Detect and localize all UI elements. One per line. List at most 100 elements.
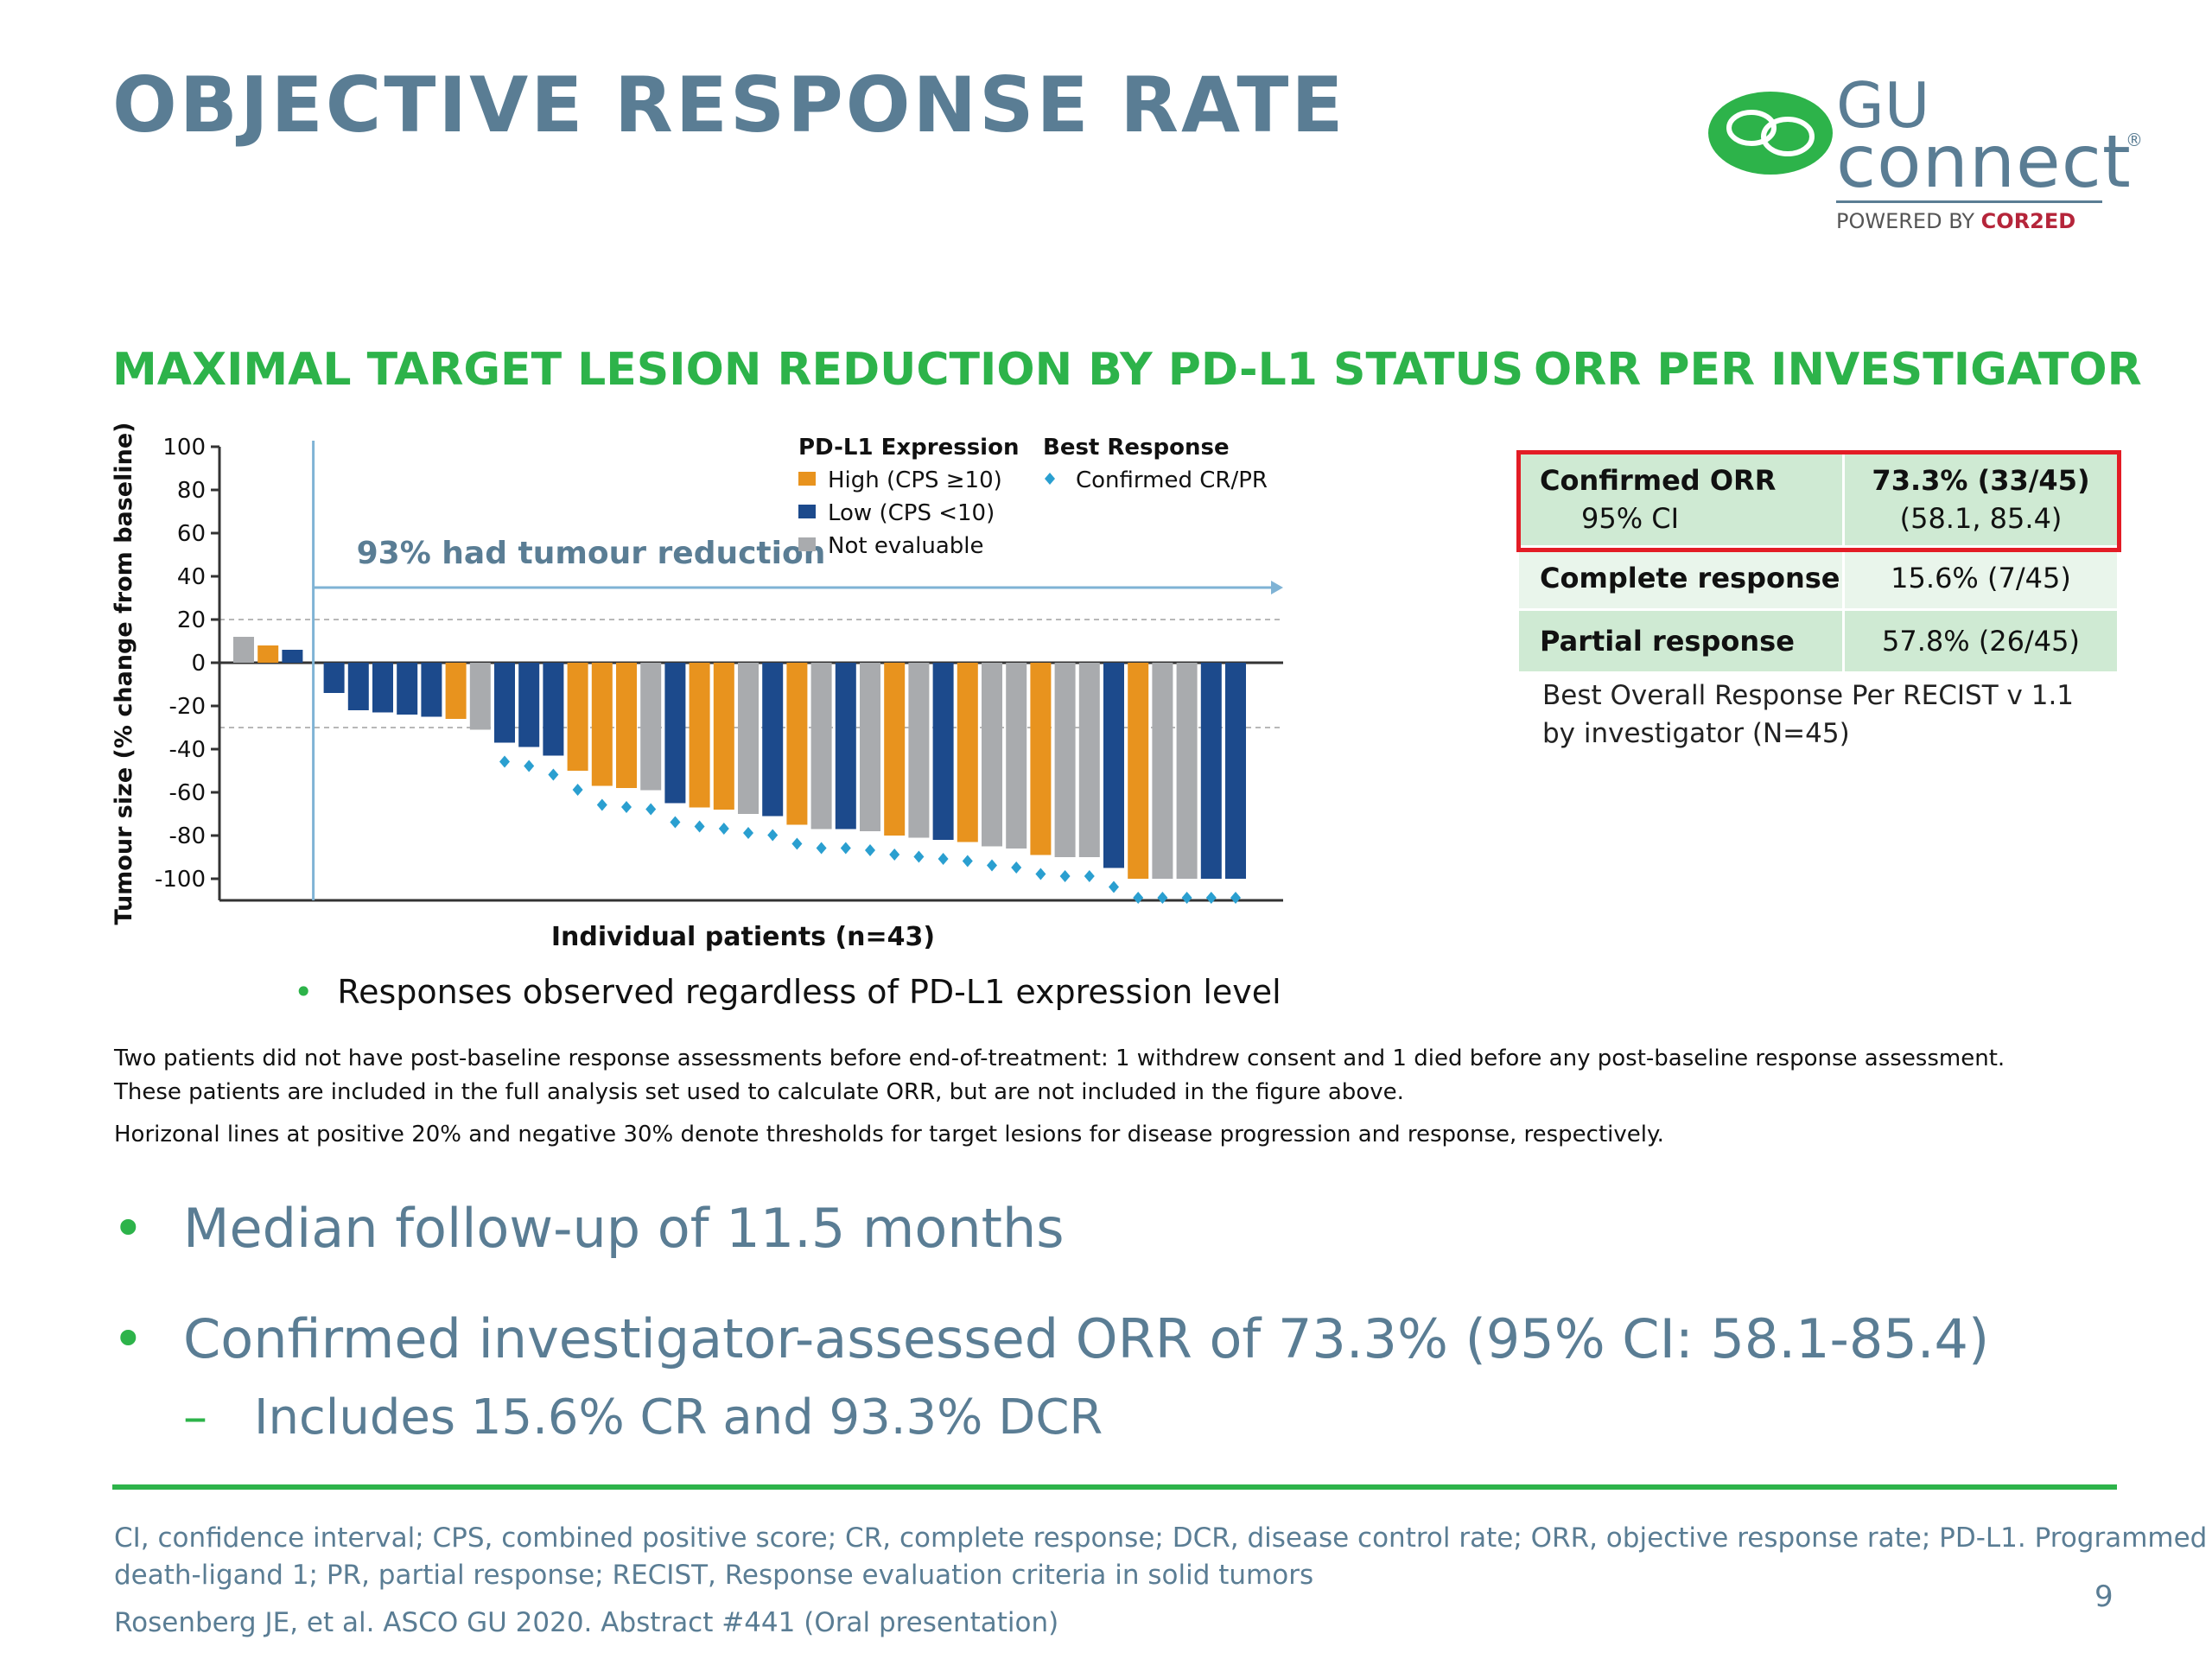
- bar-patient-36: [1103, 663, 1124, 868]
- chart-bullet-text: Responses observed regardless of PD-L1 e…: [337, 973, 1281, 1011]
- legend-confirmed-marker-icon: [1045, 473, 1055, 485]
- bar-patient-21: [738, 663, 759, 814]
- confirmed-response-marker: [938, 853, 949, 865]
- gu-connect-logo: GU connect ® POWERED BY COR2ED: [1707, 69, 2156, 251]
- table-section-title: ORR PER INVESTIGATOR: [1534, 344, 2142, 396]
- confirmed-orr-label: Confirmed ORR: [1540, 464, 1777, 497]
- reduction-arrow-head: [1271, 581, 1283, 594]
- confirmed-orr-label-cell: Confirmed ORR 95% CI: [1519, 454, 1845, 547]
- bullet-follow-up: • Median follow-up of 11.5 months: [112, 1197, 1065, 1260]
- waterfall-chart: 100 80 60 40 20 0 -20 -40 -60 -80 -100 Tumour size …: [111, 423, 1283, 952]
- complete-response-value: 15.6% (7/45): [1843, 545, 2117, 610]
- confirmed-response-marker: [1157, 892, 1168, 904]
- bar-patient-26: [860, 663, 880, 831]
- confirmed-response-marker: [1011, 861, 1022, 874]
- logo-connect-text: connect: [1836, 119, 2132, 204]
- confirmed-response-marker: [718, 823, 729, 835]
- bar-patient-16: [616, 663, 637, 788]
- logo-gu-text: GU: [1836, 69, 1930, 142]
- bullet-orr: • Confirmed investigator-assessed ORR of …: [112, 1307, 1989, 1370]
- bullet-orr-text: Confirmed investigator-assessed ORR of 7…: [183, 1307, 1990, 1370]
- confirmed-response-marker: [743, 827, 753, 839]
- confirmed-response-marker: [548, 768, 559, 781]
- tumour-reduction-annotation: 93% had tumour reduction: [357, 536, 826, 571]
- confirmed-response-marker: [816, 842, 827, 855]
- bar-patient-29: [932, 663, 954, 840]
- partial-response-label: Partial response: [1519, 608, 1845, 671]
- bar-patient-31: [982, 663, 1002, 847]
- y-tick-label: 20: [177, 607, 206, 633]
- page-title: OBJECTIVE RESPONSE RATE: [112, 60, 1346, 149]
- confirmed-orr-value: 73.3% (33/45): [1872, 464, 2090, 497]
- chart-bullet: • Responses observed regardless of PD-L1 …: [294, 973, 1281, 1011]
- legend-label-ne: Not evaluable: [828, 533, 984, 559]
- bar-patient-3: [282, 650, 303, 663]
- y-tick-label: 100: [162, 435, 206, 461]
- bar-patient-35: [1078, 663, 1100, 857]
- y-tick-label: -20: [169, 694, 206, 720]
- bar-patient-4: [323, 663, 345, 693]
- y-tick-label: -40: [169, 737, 206, 763]
- bar-patient-27: [884, 663, 906, 836]
- legend-label-low: Low (CPS <10): [828, 500, 995, 526]
- confirmed-response-marker: [621, 801, 632, 813]
- ci-label: 95% CI: [1581, 502, 1680, 535]
- bar-patient-1: [233, 637, 254, 663]
- confirmed-response-marker: [694, 820, 705, 833]
- bullet-dot-icon: •: [112, 1197, 144, 1260]
- bar-patient-10: [469, 663, 491, 730]
- footer-divider: [112, 1484, 2117, 1490]
- bar-patient-37: [1128, 663, 1149, 879]
- page-number: 9: [2094, 1580, 2113, 1614]
- bar-patient-7: [397, 663, 418, 715]
- x-axis-title: Individual patients (n=43): [551, 922, 935, 952]
- bar-patient-18: [664, 663, 686, 804]
- sub-bullet-text: Includes 15.6% CR and 93.3% DCR: [254, 1389, 1103, 1446]
- y-tick-label: -80: [169, 823, 206, 849]
- bullet-follow-up-text: Median follow-up of 11.5 months: [183, 1197, 1065, 1260]
- table-row-partial-response: Partial response 57.8% (26/45): [1519, 608, 2117, 671]
- y-tick-label: 60: [177, 521, 206, 547]
- bar-patient-15: [591, 663, 613, 786]
- bar-patient-40: [1200, 663, 1222, 879]
- confirmed-response-marker: [1133, 892, 1144, 904]
- confirmed-orr-value-cell: 73.3% (33/45) (58.1, 85.4): [1843, 454, 2117, 547]
- y-axis-title: Tumour size (% change from baseline): [111, 423, 137, 925]
- bullet-dot-icon: •: [294, 973, 314, 1011]
- table-row-complete-response: Complete response 15.6% (7/45): [1519, 545, 2117, 610]
- confirmed-response-marker: [670, 816, 681, 829]
- bar-patient-9: [445, 663, 467, 719]
- table-note: Best Overall Response Per RECIST v 1.1 b…: [1542, 680, 2075, 749]
- chart-section-title: MAXIMAL TARGET LESION REDUCTION BY PD-L1…: [112, 344, 1524, 396]
- bar-patient-5: [347, 663, 369, 710]
- table-row-confirmed-orr: Confirmed ORR 95% CI 73.3% (33/45) (58.1…: [1519, 454, 2117, 547]
- bar-patient-41: [1225, 663, 1246, 879]
- footnote-3: Horizonal lines at positive 20% and nega…: [114, 1122, 1664, 1147]
- sub-bullet-cr-dcr: – Includes 15.6% CR and 93.3% DCR: [183, 1389, 1103, 1446]
- confirmed-response-marker: [1181, 892, 1192, 904]
- logo-powered-by: POWERED BY COR2ED: [1836, 209, 2075, 233]
- gu-connect-logo-icon: [1708, 92, 1833, 175]
- bar-patient-17: [640, 663, 662, 791]
- bar-patient-8: [421, 663, 442, 717]
- powered-by-text: POWERED BY: [1836, 209, 1975, 233]
- confirmed-response-marker: [1109, 880, 1119, 893]
- bullet-dot-icon: •: [112, 1307, 144, 1370]
- abbreviations-line-1: CI, confidence interval; CPS, combined p…: [114, 1522, 2208, 1554]
- confirmed-response-marker: [1059, 870, 1071, 882]
- abbreviations-line-2: death-ligand 1; PR, partial response; RE…: [114, 1560, 1314, 1591]
- confirmed-response-marker: [791, 837, 803, 850]
- confirmed-response-marker: [572, 784, 583, 796]
- confirmed-response-marker: [865, 844, 875, 856]
- confirmed-response-marker: [524, 760, 535, 772]
- legend-expression-title: PD-L1 Expression: [798, 435, 1019, 461]
- y-tick-label: 80: [177, 478, 206, 504]
- confirmed-response-marker: [913, 850, 925, 863]
- orr-table: Confirmed ORR 95% CI 73.3% (33/45) (58.1…: [1519, 454, 2117, 671]
- y-tick-label: 40: [177, 564, 206, 590]
- bar-patient-19: [689, 663, 710, 808]
- logo-registered-mark: ®: [2126, 130, 2143, 150]
- bar-patient-20: [713, 663, 734, 810]
- bar-patient-38: [1152, 663, 1173, 879]
- ci-value: (58.1, 85.4): [1899, 502, 2063, 535]
